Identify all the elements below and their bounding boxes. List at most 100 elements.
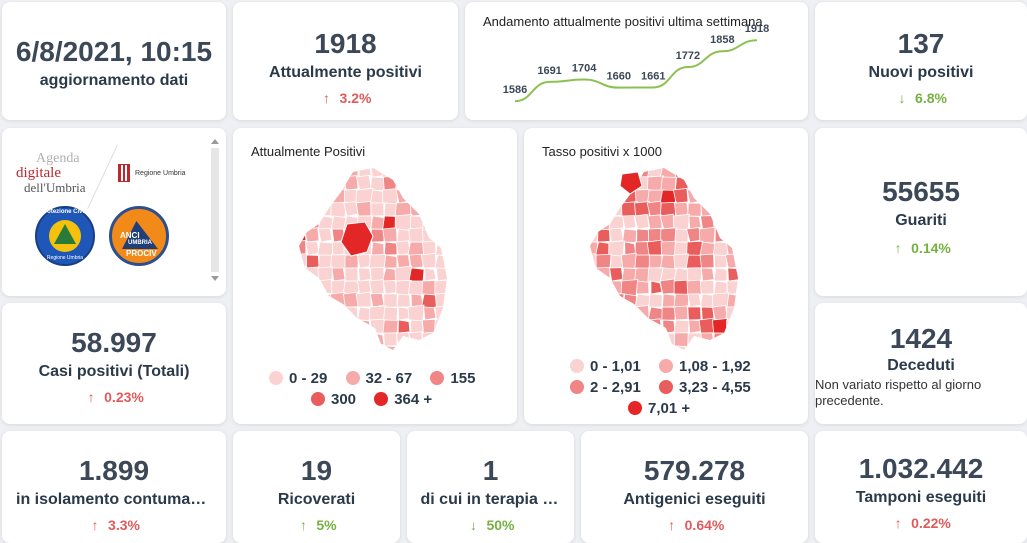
map-municipality[interactable] (421, 163, 437, 178)
map-municipality[interactable] (699, 241, 716, 257)
map-municipality[interactable] (303, 343, 320, 359)
map-municipality[interactable] (713, 332, 728, 347)
logos-scrollbar[interactable] (210, 136, 220, 286)
map-municipality[interactable] (304, 318, 320, 334)
map-municipality[interactable] (662, 319, 676, 334)
map-municipality[interactable] (292, 306, 308, 322)
map-municipality[interactable] (408, 331, 424, 347)
map-municipality[interactable] (421, 345, 438, 360)
map-municipality[interactable] (294, 293, 307, 308)
map-municipality[interactable] (660, 240, 676, 256)
map-municipality[interactable] (726, 293, 740, 308)
map-municipality[interactable] (725, 306, 741, 322)
map-municipality[interactable] (433, 318, 450, 336)
map-municipality[interactable] (608, 293, 625, 309)
map-municipality[interactable] (620, 318, 639, 336)
map-municipality[interactable] (424, 267, 437, 282)
map-municipality[interactable] (304, 266, 320, 282)
map-municipality[interactable] (713, 267, 728, 282)
map-municipality[interactable] (741, 333, 753, 346)
map-municipality[interactable] (636, 280, 650, 295)
map-municipality[interactable] (700, 202, 715, 217)
map-municipality[interactable] (714, 228, 728, 243)
map-municipality[interactable] (446, 304, 462, 321)
map-municipality[interactable] (396, 293, 411, 308)
map-municipality[interactable] (316, 200, 333, 217)
map-municipality[interactable] (698, 189, 717, 206)
antigenici-card[interactable]: 579.278 Antigenici eseguiti ↑ 0.64% (581, 431, 808, 543)
map-municipality[interactable] (610, 202, 624, 217)
map-municipality[interactable] (448, 215, 462, 229)
map-municipality[interactable] (595, 215, 612, 231)
map-municipality[interactable] (434, 176, 451, 192)
map-municipality[interactable] (304, 227, 320, 243)
map-municipality[interactable] (608, 188, 624, 204)
map-municipality[interactable] (317, 189, 334, 205)
map-municipality[interactable] (700, 345, 715, 359)
map-municipality[interactable] (395, 332, 411, 347)
map-municipality[interactable] (395, 188, 411, 204)
map-municipality[interactable] (725, 176, 741, 192)
map-municipality[interactable] (674, 176, 689, 191)
map-municipality[interactable] (318, 319, 333, 334)
map-municipality[interactable] (305, 293, 320, 308)
map-municipality[interactable] (446, 187, 462, 204)
map-municipality[interactable] (383, 332, 398, 347)
map-municipalities[interactable] (582, 163, 755, 361)
map-municipality[interactable] (329, 291, 346, 308)
map-municipality[interactable] (434, 188, 449, 204)
map-municipality[interactable] (608, 227, 624, 243)
map-municipality[interactable] (583, 253, 598, 269)
map-municipality[interactable] (395, 240, 411, 256)
map-municipality[interactable] (317, 279, 333, 295)
map-municipality[interactable] (741, 216, 753, 229)
map-municipality[interactable] (635, 332, 650, 347)
map-municipality[interactable] (304, 188, 320, 204)
map-attualmente[interactable] (233, 128, 517, 424)
map-municipality[interactable] (293, 319, 307, 334)
map-municipality[interactable] (610, 319, 624, 334)
map-municipality[interactable] (420, 252, 437, 269)
map-municipality[interactable] (344, 267, 359, 282)
map-municipality[interactable] (583, 214, 599, 231)
map-municipality[interactable] (436, 267, 449, 282)
map-municipality[interactable] (330, 331, 347, 348)
map-municipality[interactable] (582, 304, 599, 322)
map-municipality[interactable] (291, 239, 307, 256)
map-municipality[interactable] (422, 228, 437, 243)
map-municipality[interactable] (407, 280, 426, 297)
scroll-up-icon[interactable] (211, 139, 219, 144)
map-municipality[interactable] (408, 345, 425, 360)
map-municipality[interactable] (319, 293, 333, 308)
map-municipality[interactable] (596, 306, 611, 321)
map-municipality[interactable] (293, 280, 307, 295)
map-municipality[interactable] (712, 163, 729, 179)
map-municipality[interactable] (410, 319, 424, 334)
map-municipality[interactable] (317, 266, 333, 282)
map-municipality[interactable] (396, 228, 411, 243)
map-municipality[interactable] (648, 293, 663, 308)
map-municipality[interactable] (662, 293, 676, 308)
map-municipality[interactable] (369, 266, 385, 282)
map-municipality[interactable] (725, 202, 740, 218)
map-municipality[interactable] (306, 280, 320, 295)
map-municipality[interactable] (420, 200, 438, 218)
map-municipality[interactable] (382, 319, 399, 335)
map-municipality[interactable] (686, 279, 702, 295)
map-municipality[interactable] (727, 189, 740, 204)
map-municipality[interactable] (582, 291, 598, 308)
map-municipality[interactable] (740, 294, 754, 308)
map-municipality[interactable] (317, 305, 333, 321)
map-municipality[interactable] (357, 332, 372, 347)
map-municipality[interactable] (371, 345, 385, 359)
map-municipality-highlight[interactable] (340, 221, 374, 257)
map-municipality[interactable] (727, 267, 740, 282)
map-municipality[interactable] (330, 163, 347, 179)
map-municipality[interactable] (648, 254, 663, 269)
map-municipality[interactable] (595, 266, 611, 282)
map-municipalities[interactable] (291, 162, 464, 361)
map-municipality[interactable] (673, 201, 689, 217)
map-municipality[interactable] (699, 253, 715, 269)
map-municipality[interactable] (344, 254, 359, 269)
map-municipality[interactable] (725, 163, 741, 178)
